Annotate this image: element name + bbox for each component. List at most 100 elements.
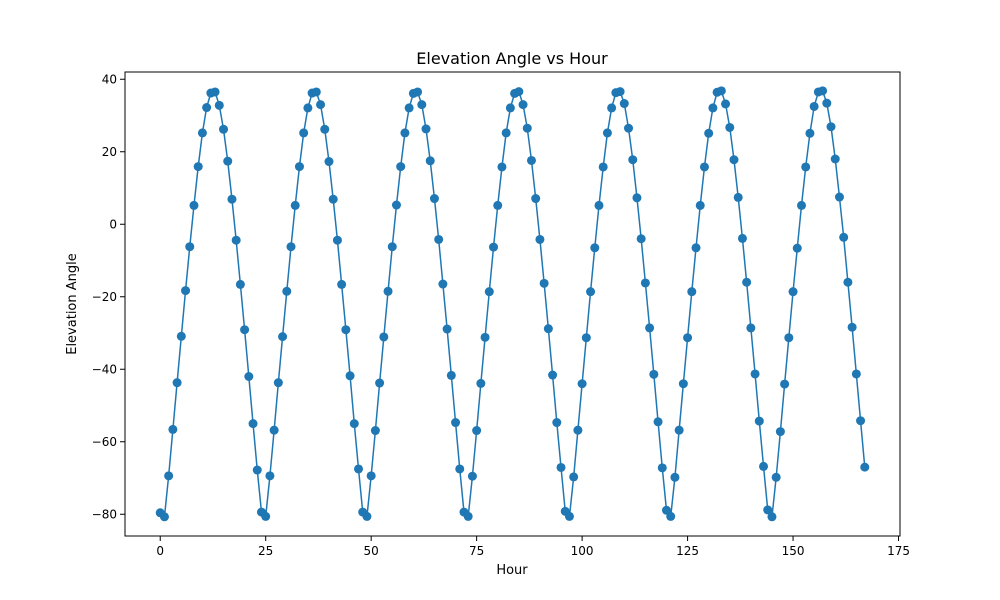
data-point <box>375 378 385 388</box>
data-point <box>746 323 756 333</box>
data-point <box>674 425 684 435</box>
data-point <box>421 124 431 134</box>
x-axis-title: Hour <box>496 563 528 578</box>
data-point <box>792 243 802 253</box>
data-point <box>590 243 600 253</box>
data-point <box>219 124 229 134</box>
data-point <box>227 194 237 204</box>
data-point <box>172 378 182 388</box>
data-point <box>851 369 861 379</box>
data-point <box>362 511 372 521</box>
data-point <box>387 242 397 252</box>
data-point <box>645 323 655 333</box>
data-point <box>809 101 819 111</box>
data-point <box>818 86 828 96</box>
data-point <box>505 103 515 113</box>
data-point <box>332 235 342 245</box>
data-point <box>252 465 262 475</box>
data-point <box>451 418 461 428</box>
data-point <box>413 87 423 97</box>
data-point <box>657 463 667 473</box>
data-point <box>446 370 456 380</box>
data-point <box>316 100 326 110</box>
data-point <box>417 100 427 110</box>
data-point <box>856 416 866 426</box>
data-point <box>733 192 743 202</box>
data-point <box>235 279 245 289</box>
data-point <box>265 471 275 481</box>
data-point <box>429 194 439 204</box>
data-point <box>324 157 334 167</box>
data-point <box>282 286 292 296</box>
y-tick-label: 20 <box>102 145 117 159</box>
data-point <box>341 325 351 335</box>
data-point <box>328 194 338 204</box>
data-point <box>337 279 347 289</box>
data-point <box>493 200 503 210</box>
data-point <box>830 154 840 164</box>
data-point <box>176 331 186 341</box>
data-point <box>354 464 364 474</box>
data-point <box>704 128 714 138</box>
data-point <box>564 511 574 521</box>
data-point <box>666 511 676 521</box>
data-point <box>653 417 663 427</box>
data-point <box>716 86 726 96</box>
data-point <box>248 419 258 429</box>
data-point <box>784 333 794 343</box>
y-axis-title: Elevation Angle <box>65 253 80 355</box>
axes-frame <box>124 71 901 537</box>
x-tick-label: 75 <box>469 544 484 558</box>
data-point <box>750 369 760 379</box>
data-point <box>628 155 638 165</box>
x-tick-label: 150 <box>782 544 805 558</box>
x-tick-label: 0 <box>156 544 164 558</box>
data-point <box>543 324 553 334</box>
data-point <box>729 155 739 165</box>
data-point <box>535 234 545 244</box>
data-point <box>695 200 705 210</box>
data-point <box>294 162 304 172</box>
data-point <box>767 512 777 522</box>
data-point <box>210 87 220 97</box>
data-point <box>632 193 642 203</box>
data-point <box>556 462 566 472</box>
data-point <box>472 426 482 436</box>
data-point <box>531 194 541 204</box>
series-line <box>159 90 866 518</box>
data-point <box>615 87 625 97</box>
data-point <box>839 232 849 242</box>
data-point <box>349 419 359 429</box>
data-point <box>391 200 401 210</box>
data-point <box>181 286 191 296</box>
data-point <box>442 324 452 334</box>
y-tick-label: −40 <box>92 362 117 376</box>
data-point <box>286 242 296 252</box>
data-point <box>164 471 174 481</box>
data-point <box>860 462 870 472</box>
y-tick-label: 0 <box>109 217 117 231</box>
data-point <box>240 325 250 335</box>
data-point <box>649 369 659 379</box>
data-point <box>463 511 473 521</box>
data-point <box>691 243 701 253</box>
x-tick-label: 100 <box>571 544 594 558</box>
data-point <box>379 332 389 342</box>
data-point <box>687 287 697 297</box>
data-point <box>607 103 617 113</box>
data-point <box>594 200 604 210</box>
data-point <box>278 332 288 342</box>
data-point <box>569 472 579 482</box>
data-point <box>273 378 283 388</box>
data-point <box>581 333 591 343</box>
data-point <box>489 242 499 252</box>
data-point <box>759 461 769 471</box>
data-point <box>619 99 629 109</box>
data-point <box>400 128 410 138</box>
data-point <box>826 122 836 132</box>
data-point <box>455 464 465 474</box>
data-point <box>522 123 532 133</box>
data-point <box>497 162 507 172</box>
data-point <box>320 124 330 134</box>
